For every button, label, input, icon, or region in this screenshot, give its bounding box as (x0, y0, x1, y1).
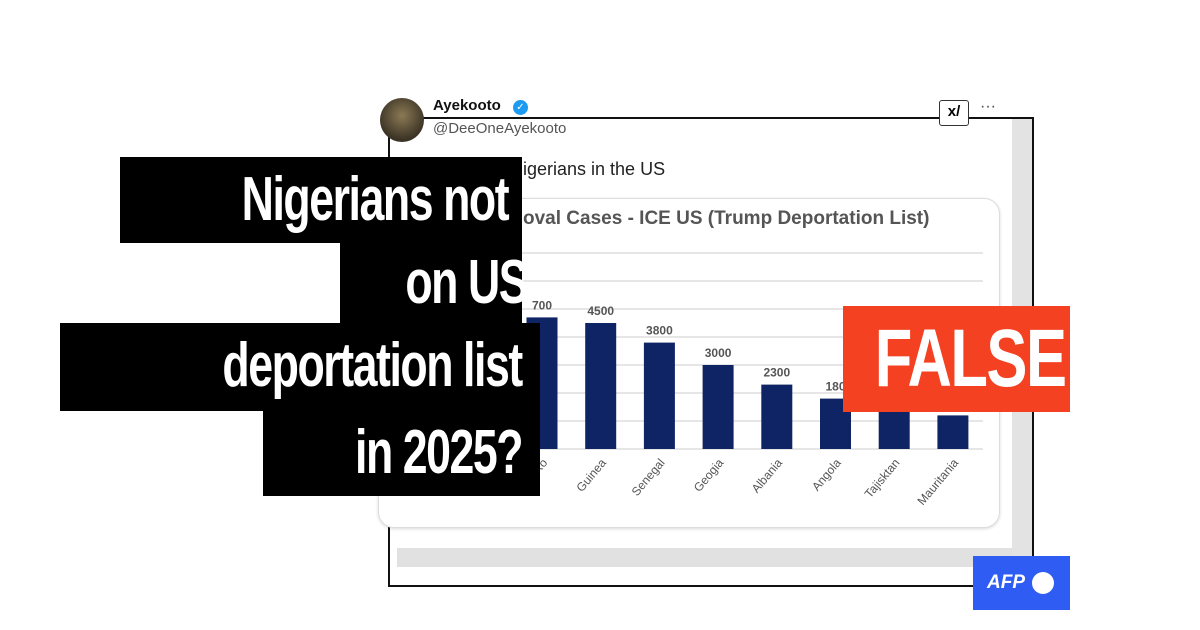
bar-chart: 700Ro4500Guinea3800Senegal3000Geogia2300… (508, 252, 983, 508)
bar-value-label: 700 (532, 298, 552, 312)
headline-line-1: Nigerians not (120, 157, 522, 243)
category-label: Geogia (691, 456, 727, 495)
author-handle[interactable]: @DeeOneAyekooto (433, 120, 567, 137)
bar (878, 409, 910, 449)
headline-line-2: on US (340, 243, 529, 323)
bar-value-label: 4500 (587, 304, 614, 318)
verified-badge-icon: ✓ (513, 100, 528, 115)
bar (937, 415, 969, 449)
avatar[interactable] (380, 98, 424, 142)
author-name[interactable]: Ayekooto (433, 97, 501, 114)
headline-line-3: deportation list (60, 323, 540, 411)
verdict-badge: FALSE (843, 306, 1070, 412)
category-label: Senegal (629, 456, 668, 499)
bar (643, 342, 675, 449)
bar-value-label: 2300 (763, 366, 790, 380)
more-options-icon[interactable]: ··· (980, 98, 996, 115)
headline-line-4: in 2025? (263, 410, 540, 496)
category-label: Tajisktan (862, 456, 903, 501)
bar (761, 384, 793, 449)
category-label: Albania (749, 456, 786, 496)
category-label: Angola (809, 456, 844, 494)
afp-dot-icon (1032, 572, 1054, 594)
grok-icon[interactable]: x/ (939, 100, 969, 126)
category-label: Mauritania (914, 456, 961, 508)
bottom-strip (397, 548, 1012, 567)
bar-value-label: 3000 (705, 346, 732, 360)
category-label: Guinea (573, 456, 609, 495)
bar-value-label: 3800 (646, 324, 673, 338)
chart-title: oval Cases - ICE US (Trump Deportation L… (523, 208, 930, 229)
bar (702, 365, 734, 449)
tweet-text: igerians in the US (523, 159, 666, 179)
bar-value-label: 180 (825, 380, 845, 394)
afp-logo: AFP (973, 556, 1070, 610)
bar (585, 323, 617, 449)
